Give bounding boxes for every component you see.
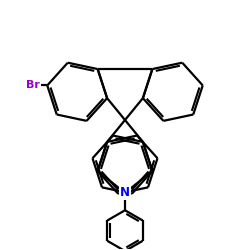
Text: Br: Br [26,80,40,90]
Text: N: N [120,186,130,199]
